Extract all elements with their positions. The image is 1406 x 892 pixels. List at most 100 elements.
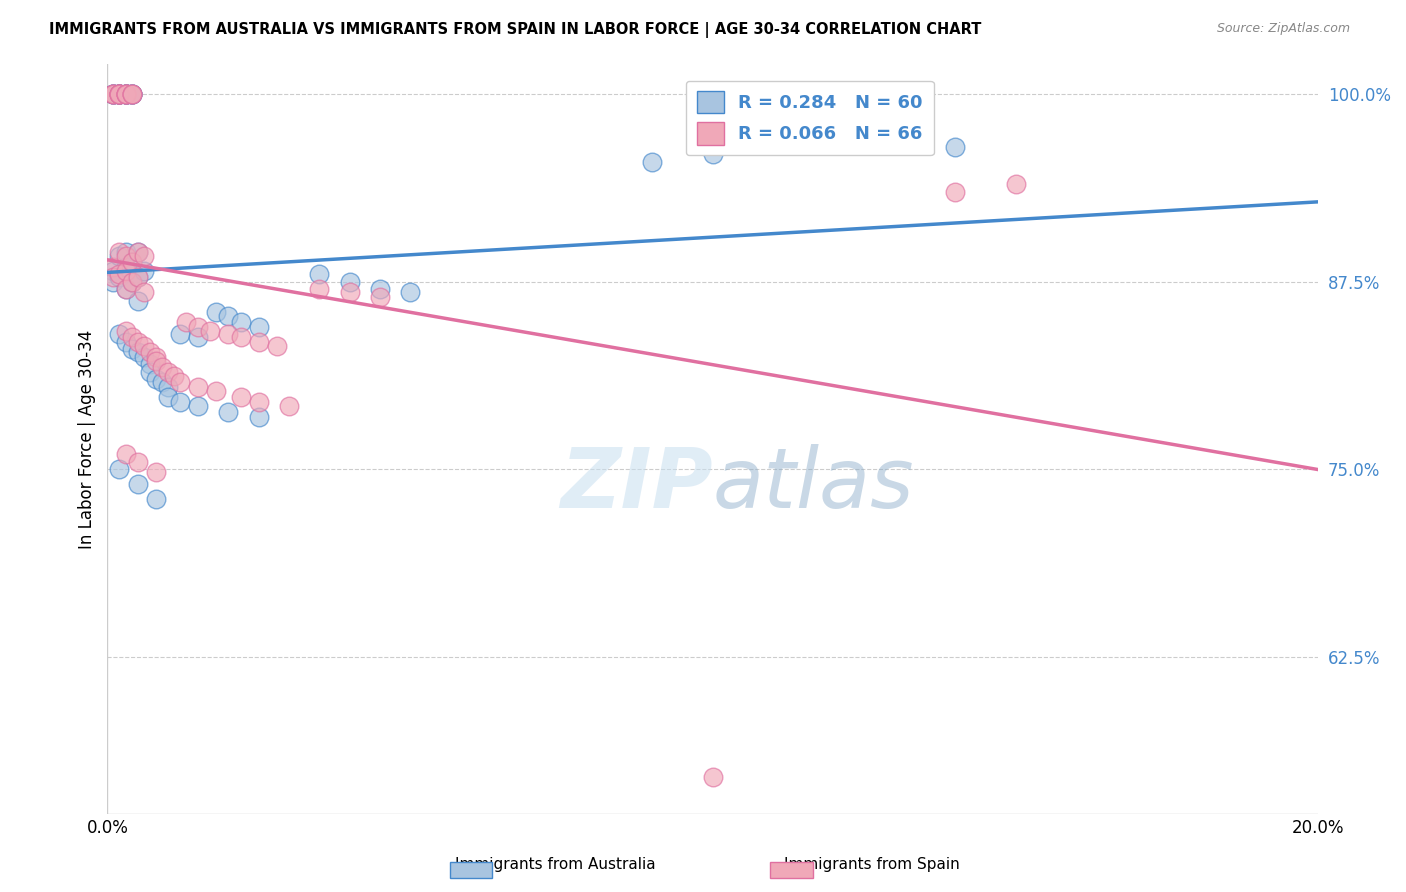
Point (163, 369, 186, 384)
Point (156, 390, 179, 404)
Point (156, 365, 179, 379)
Point (114, 87, 136, 101)
Point (217, 326, 239, 341)
Point (127, 454, 149, 468)
Text: Immigrants from Spain: Immigrants from Spain (785, 857, 960, 872)
Point (103, 87, 125, 101)
Point (278, 399, 301, 413)
Point (217, 309, 239, 323)
Point (200, 324, 222, 338)
Point (174, 315, 197, 329)
Point (145, 350, 167, 364)
Point (145, 354, 167, 368)
Point (114, 87, 136, 101)
Point (108, 249, 131, 263)
Point (247, 334, 270, 349)
Point (121, 87, 143, 101)
Point (127, 293, 149, 308)
Point (247, 319, 270, 334)
Point (229, 315, 252, 329)
Point (121, 275, 143, 289)
Point (121, 87, 143, 101)
Point (641, 154, 664, 169)
Point (121, 87, 143, 101)
Point (139, 357, 162, 371)
Point (247, 394, 270, 409)
Point (114, 264, 136, 278)
Point (156, 379, 179, 393)
Point (103, 87, 125, 101)
Point (132, 285, 155, 299)
Point (103, 264, 125, 278)
Point (114, 324, 136, 338)
Point (187, 319, 209, 334)
Point (108, 87, 131, 101)
Point (187, 399, 209, 413)
Point (114, 447, 136, 461)
Point (145, 465, 167, 479)
Point (108, 87, 131, 101)
Point (121, 255, 143, 269)
Text: IMMIGRANTS FROM AUSTRALIA VS IMMIGRANTS FROM SPAIN IN LABOR FORCE | AGE 30-34 CO: IMMIGRANTS FROM AUSTRALIA VS IMMIGRANTS … (49, 22, 981, 38)
Point (339, 285, 361, 299)
Point (108, 87, 131, 101)
Text: ZIP: ZIP (560, 443, 713, 524)
Point (103, 87, 125, 101)
Point (308, 282, 330, 296)
Point (114, 244, 136, 259)
Point (121, 87, 143, 101)
Point (132, 339, 155, 353)
Point (127, 477, 149, 491)
Point (114, 87, 136, 101)
Point (121, 87, 143, 101)
Point (1004, 177, 1026, 191)
Point (127, 270, 149, 285)
Point (114, 260, 136, 274)
Point (114, 87, 136, 101)
Point (108, 87, 131, 101)
Point (247, 409, 270, 424)
Point (943, 185, 966, 199)
Point (114, 334, 136, 349)
Point (108, 87, 131, 101)
Point (108, 267, 131, 281)
Point (339, 275, 361, 289)
Point (121, 275, 143, 289)
Point (132, 249, 155, 263)
Point (308, 267, 330, 281)
Point (114, 87, 136, 101)
Point (108, 462, 131, 476)
Point (127, 334, 149, 349)
Point (145, 372, 167, 386)
Point (266, 339, 288, 353)
Point (121, 255, 143, 269)
Point (108, 326, 131, 341)
Point (114, 87, 136, 101)
Point (114, 282, 136, 296)
Point (121, 87, 143, 101)
Point (127, 244, 149, 259)
Point (217, 405, 239, 419)
Y-axis label: In Labor Force | Age 30-34: In Labor Force | Age 30-34 (79, 329, 96, 549)
Point (121, 342, 143, 356)
Point (103, 260, 125, 274)
Point (108, 87, 131, 101)
Point (702, 770, 724, 784)
Legend: R = 0.284   N = 60, R = 0.066   N = 66: R = 0.284 N = 60, R = 0.066 N = 66 (686, 80, 934, 155)
Point (139, 345, 162, 359)
Point (103, 87, 125, 101)
Text: atlas: atlas (713, 443, 914, 524)
Point (368, 282, 391, 296)
Point (139, 365, 162, 379)
Point (114, 249, 136, 263)
Point (103, 275, 125, 289)
Point (114, 87, 136, 101)
Point (702, 147, 724, 161)
Point (205, 304, 228, 318)
Point (229, 330, 252, 344)
Text: Immigrants from Australia: Immigrants from Australia (456, 857, 655, 872)
Point (108, 87, 131, 101)
Point (368, 289, 391, 303)
Point (108, 87, 131, 101)
Point (150, 359, 173, 374)
